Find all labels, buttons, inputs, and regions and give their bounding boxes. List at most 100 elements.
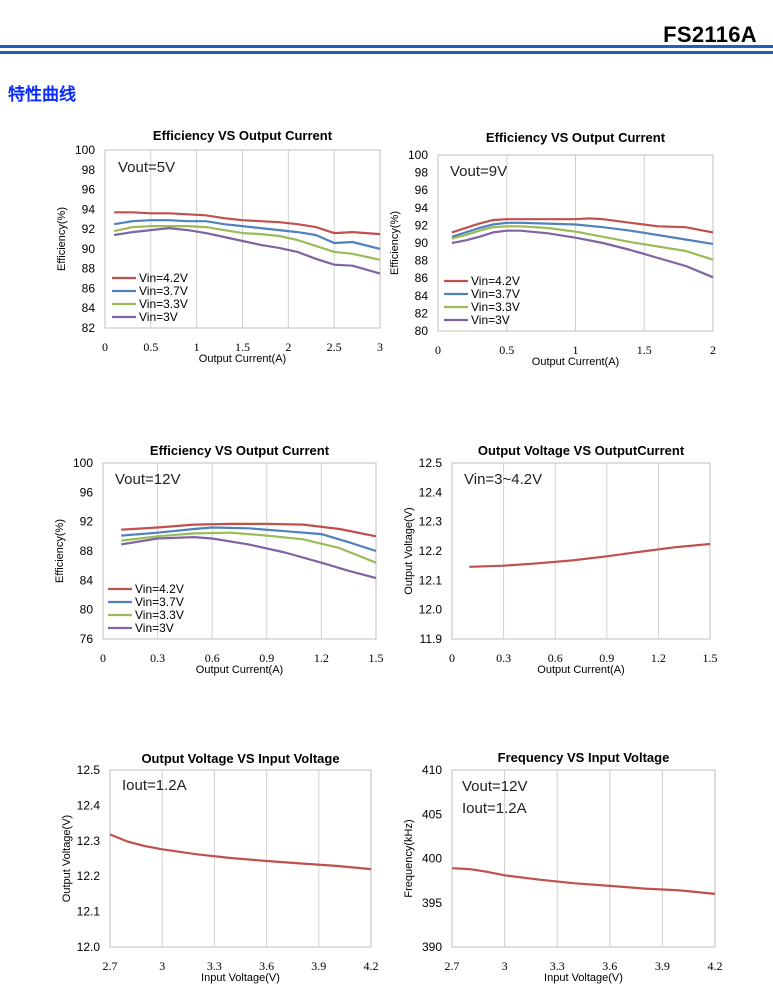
chart5-y-tick-label: 12.1: [77, 905, 101, 919]
chart3-series-line-4: [121, 535, 377, 580]
chart3-y-tick-label: 76: [80, 632, 94, 646]
document-title: FS2116A: [663, 22, 757, 47]
chart1-y-tick-label: 86: [82, 281, 96, 295]
chart3-x-tick-label: 1.2: [314, 651, 329, 665]
chart3-x-tick-label: 0.6: [205, 651, 220, 665]
chart1-x-tick-label: 0: [102, 340, 108, 354]
header-rule-top: [0, 45, 773, 48]
chart3-series-line-2: [121, 526, 377, 553]
header-rule-bottom: [0, 51, 773, 54]
chart4-title: Output Voltage VS OutputCurrent: [478, 443, 685, 458]
chart1-series-line-2: [114, 219, 381, 250]
chart4-annotation: Vin=3~4.2V: [464, 471, 542, 488]
chart3-legend-label: Vin=3.7V: [135, 595, 184, 609]
chart1-y-tick-label: 82: [82, 321, 96, 335]
chart3-series-line-3: [121, 531, 377, 564]
chart2-y-tick-label: 90: [415, 236, 429, 250]
chart3-x-tick-label: 0.3: [150, 651, 165, 665]
chart6-x-tick-label: 3.3: [550, 959, 565, 973]
chart1-x-tick-label: 2.5: [327, 340, 342, 354]
chart5-x-tick-label: 3.9: [311, 959, 326, 973]
chart6-y-tick-label: 395: [422, 896, 442, 910]
chart3-x-tick-label: 1.5: [369, 651, 384, 665]
chart4-x-tick-label: 1.5: [703, 651, 718, 665]
chart4-x-axis-label: Output Current(A): [537, 664, 624, 676]
chart1-legend-label: Vin=4.2V: [139, 271, 188, 285]
chart6-annotation: Vout=12V: [462, 778, 527, 795]
chart2-y-tick-label: 92: [415, 218, 429, 232]
chart1-x-tick-label: 3: [377, 340, 383, 354]
chart2-legend-label: Vin=3V: [471, 313, 510, 327]
chart1-y-tick-label: 92: [82, 222, 96, 236]
chart3-y-axis-label: Efficiency(%): [54, 519, 66, 583]
chart4-x-tick-label: 0.9: [599, 651, 614, 665]
section-title: 特性曲线: [8, 85, 76, 105]
chart2-x-tick-label: 1: [573, 343, 579, 357]
chart1-y-axis-label: Efficiency(%): [56, 207, 68, 271]
chart4-x-tick-label: 0: [449, 651, 455, 665]
chart2-annotation: Vout=9V: [450, 163, 507, 180]
chart4-series-line-1: [469, 542, 711, 568]
chart3-title: Efficiency VS Output Current: [150, 443, 330, 458]
chart6-series-line-1: [451, 867, 716, 895]
chart6-y-tick-label: 400: [422, 852, 442, 866]
chart4-y-tick-label: 12.4: [419, 485, 443, 499]
chart2-y-tick-label: 84: [415, 289, 429, 303]
chart2-y-tick-label: 94: [415, 201, 429, 215]
chart2-x-axis-label: Output Current(A): [532, 356, 619, 368]
chart1-series-line-3: [113, 225, 381, 261]
chart6-x-tick-label: 3: [502, 959, 508, 973]
chart1-y-tick-label: 96: [82, 183, 96, 197]
chart2-legend-label: Vin=3.3V: [471, 300, 520, 314]
chart4-y-tick-label: 12.0: [419, 603, 443, 617]
chart4-y-axis-label: Output Voltage(V): [403, 507, 415, 594]
chart2-series-line-4: [451, 229, 714, 279]
chart3-y-tick-label: 84: [80, 573, 94, 587]
chart5-y-tick-label: 12.4: [77, 798, 101, 812]
chart1-y-tick-label: 84: [82, 301, 96, 315]
chart4-x-tick-label: 0.6: [548, 651, 563, 665]
chart6-x-tick-label: 4.2: [708, 959, 723, 973]
chart4-y-tick-label: 12.2: [419, 544, 443, 558]
chart2-y-axis-label: Efficiency(%): [389, 211, 401, 275]
chart5-y-tick-label: 12.5: [77, 763, 101, 777]
chart1-annotation: Vout=5V: [118, 159, 175, 176]
chart6-y-tick-label: 390: [422, 940, 442, 954]
chart2-x-tick-label: 0: [435, 343, 441, 357]
chart2-title: Efficiency VS Output Current: [486, 130, 666, 145]
chart4-y-tick-label: 12.1: [419, 573, 443, 587]
chart1-x-tick-label: 1.5: [235, 340, 250, 354]
chart4-x-tick-label: 1.2: [651, 651, 666, 665]
chart6-plot-area: [451, 769, 716, 948]
chart2-y-tick-label: 98: [415, 166, 429, 180]
chart2-y-tick-label: 88: [415, 254, 429, 268]
chart2-series-line-3: [451, 225, 714, 261]
chart5-x-axis-label: Input Voltage(V): [201, 972, 280, 984]
chart2-y-tick-label: 86: [415, 271, 429, 285]
chart4-plot-area: [451, 462, 711, 640]
chart5-annotation: Iout=1.2A: [122, 777, 187, 794]
chart2-legend-label: Vin=4.2V: [471, 274, 520, 288]
chart6-y-axis-label: Frequency(kHz): [403, 819, 415, 897]
chart3-plot-area: [102, 462, 377, 640]
chart4-y-tick-label: 11.9: [420, 632, 443, 646]
chart3-y-tick-label: 96: [80, 485, 94, 499]
chart3-y-tick-label: 80: [80, 603, 94, 617]
chart1-y-tick-label: 98: [82, 163, 96, 177]
chart1-legend-label: Vin=3V: [139, 310, 178, 324]
chart1-y-tick-label: 94: [82, 202, 96, 216]
chart6-title: Frequency VS Input Voltage: [498, 750, 670, 765]
chart6-x-tick-label: 3.6: [602, 959, 617, 973]
chart2-series-line-1: [451, 217, 714, 234]
chart3-series-line-1: [121, 522, 377, 538]
chart5-y-axis-label: Output Voltage(V): [61, 815, 73, 902]
chart5-x-tick-label: 3.6: [259, 959, 274, 973]
chart3-x-tick-label: 0.9: [259, 651, 274, 665]
chart6-y-tick-label: 410: [422, 763, 442, 777]
chart6-y-tick-label: 405: [422, 807, 442, 821]
chart1-x-axis-label: Output Current(A): [199, 353, 286, 365]
chart5-x-tick-label: 2.7: [103, 959, 118, 973]
chart3-y-tick-label: 100: [73, 456, 93, 470]
chart4-x-tick-label: 0.3: [496, 651, 511, 665]
